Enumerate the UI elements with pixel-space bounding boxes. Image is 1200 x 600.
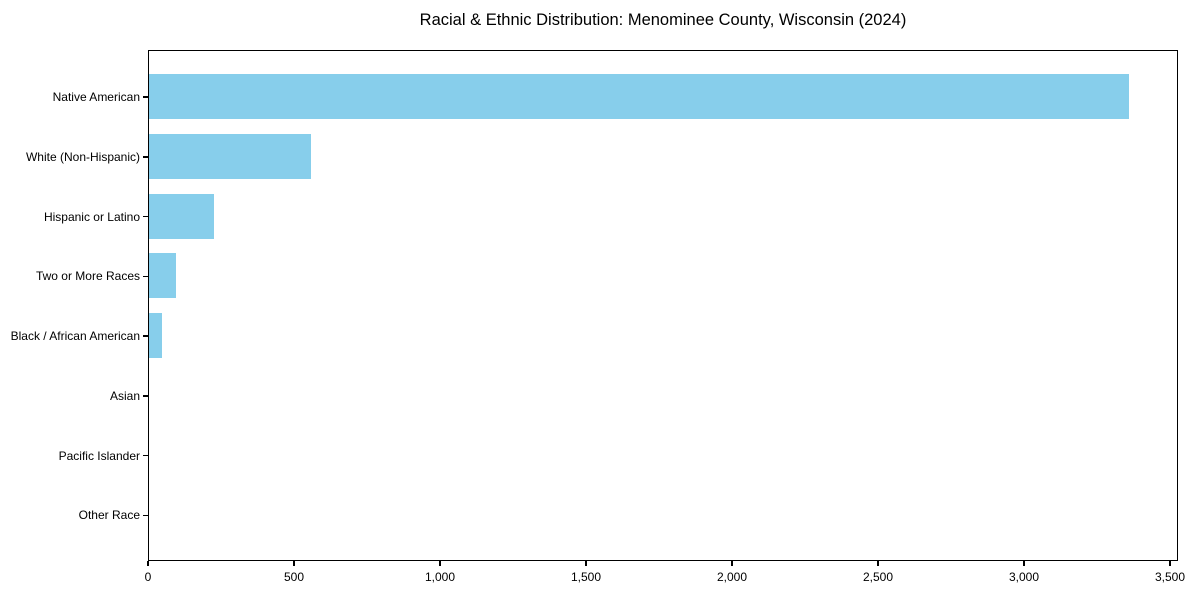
x-tick-label: 500 — [283, 570, 305, 584]
x-tick-label: 2,500 — [862, 570, 894, 584]
y-tick-label: Asian — [109, 388, 140, 403]
y-tick-mark — [143, 454, 148, 457]
x-tick-mark — [293, 561, 295, 566]
y-tick-mark — [143, 275, 148, 278]
bar-white-non-hispanic — [149, 133, 311, 179]
x-tick-label: 2,000 — [716, 570, 748, 584]
y-tick-mark — [143, 395, 148, 397]
bar-native-american — [149, 74, 1129, 119]
y-tick-label: White (Non-Hispanic) — [25, 149, 140, 164]
bar-black-african-american — [149, 313, 162, 359]
x-tick-label: 1,000 — [424, 570, 456, 584]
y-tick-mark — [143, 156, 148, 158]
x-tick-label: 3,500 — [1154, 570, 1186, 584]
x-tick-mark — [731, 561, 733, 566]
y-tick-label: Hispanic or Latino — [43, 209, 140, 224]
y-tick-mark — [143, 215, 148, 218]
bar-two-or-more-races — [149, 253, 176, 299]
y-tick-label: Two or More Races — [35, 269, 140, 284]
x-tick-mark — [1023, 561, 1025, 566]
x-tick-mark — [1169, 561, 1171, 566]
y-tick-label: Black / African American — [10, 329, 140, 344]
plot-area — [148, 50, 1178, 561]
bar-hispanic-or-latino — [149, 193, 214, 239]
y-tick-label: Native American — [52, 90, 140, 104]
y-tick-label: Other Race — [78, 508, 140, 523]
x-tick-label: 0 — [144, 570, 152, 584]
y-tick-label: Pacific Islander — [58, 448, 140, 463]
y-tick-mark — [143, 335, 148, 337]
x-tick-mark — [877, 561, 879, 566]
x-tick-mark — [147, 561, 149, 566]
x-tick-mark — [439, 561, 441, 566]
x-tick-mark — [585, 561, 587, 566]
chart-title: Racial & Ethnic Distribution: Menominee … — [419, 11, 907, 29]
x-tick-label: 1,500 — [570, 570, 602, 584]
y-tick-mark — [143, 514, 148, 517]
x-tick-label: 3,000 — [1008, 570, 1040, 584]
y-tick-mark — [143, 96, 148, 98]
